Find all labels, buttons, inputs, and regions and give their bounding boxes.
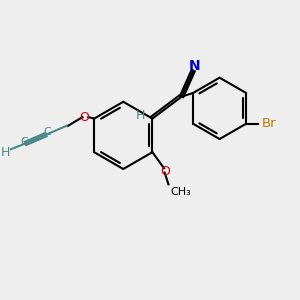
Text: Br: Br — [262, 117, 277, 130]
Text: CH₃: CH₃ — [170, 187, 191, 197]
Text: N: N — [189, 59, 201, 73]
Text: C: C — [20, 137, 28, 147]
Text: O: O — [79, 111, 89, 124]
Text: H: H — [0, 146, 10, 159]
Text: H: H — [136, 109, 145, 122]
Text: O: O — [160, 165, 170, 178]
Text: C: C — [44, 127, 51, 137]
